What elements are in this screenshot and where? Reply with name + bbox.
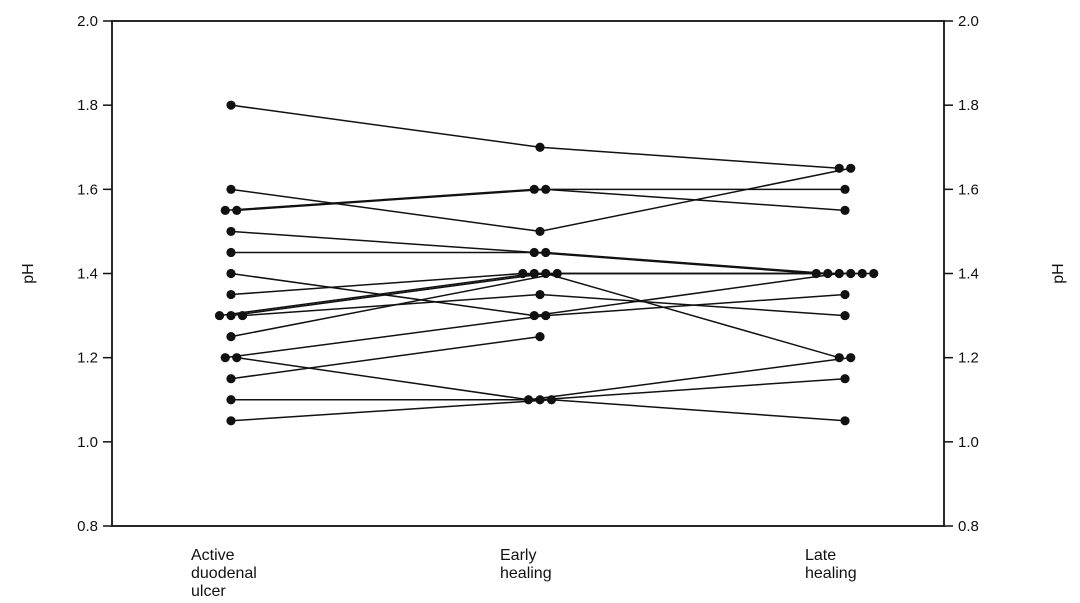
series-line-14	[236, 356, 851, 401]
category-label: Early healing	[500, 547, 552, 582]
series-line-1	[230, 104, 840, 170]
data-point-s13-c3	[840, 289, 850, 300]
left-tick-label: 2.0	[77, 13, 98, 30]
category-label-line: Active	[191, 547, 235, 564]
data-point-s12-c1	[226, 332, 236, 342]
data-point-s15-c1	[226, 374, 236, 384]
data-point-s17-c3	[840, 416, 850, 426]
data-point-s7-c1	[226, 268, 236, 279]
axes	[103, 20, 953, 527]
right-tick-label: 0.8	[958, 518, 979, 535]
data-point-s10-c1	[226, 310, 236, 321]
series-line-12	[230, 272, 874, 338]
left-tick-label: 1.8	[77, 97, 98, 114]
data-point-s1-c3	[834, 163, 844, 173]
data-point-s3-c2	[529, 184, 539, 194]
data-point-s2-c1	[226, 184, 236, 194]
data-point-s7-c3	[834, 268, 844, 279]
left-tick-label: 1.2	[77, 350, 98, 367]
data-point-s4-c3	[840, 205, 850, 215]
left-tick-label: 1.4	[77, 266, 98, 283]
series-line-15	[230, 335, 541, 380]
data-point-s2-c2	[535, 226, 545, 237]
series-lines	[219, 104, 874, 422]
series-line-6	[231, 251, 828, 275]
data-point-s4-c2	[541, 184, 551, 194]
data-point-s1-c1	[226, 100, 236, 110]
category-label-line: duodenal	[191, 565, 257, 582]
data-point-s5-c1	[226, 226, 236, 237]
data-point-s8-c2	[518, 268, 528, 279]
right-tick-label: 1.2	[958, 350, 979, 367]
y-axis-title-left: pH	[20, 263, 37, 283]
data-point-s3-c3	[840, 184, 850, 194]
data-point-s14-c3	[846, 353, 856, 363]
data-point-s4-c1	[232, 205, 242, 215]
data-point-s10-c3	[834, 353, 844, 363]
data-point-s1-c2	[535, 142, 545, 152]
right-tick-label: 1.4	[958, 266, 979, 283]
category-label-line: healing	[500, 565, 552, 582]
data-point-s13-c2	[541, 310, 551, 321]
category-label: Active duodenal ulcer	[191, 547, 257, 600]
data-point-s13-c1	[220, 353, 230, 363]
right-tick-label: 1.0	[958, 434, 979, 451]
data-point-s16-c1	[226, 395, 236, 405]
category-label-line: Late	[805, 547, 836, 564]
data-point-s10-c2	[541, 268, 551, 279]
data-point-s8-c1	[226, 289, 236, 300]
data-point-s7-c2	[529, 310, 539, 321]
data-point-s17-c2	[546, 395, 557, 405]
y-axis-title-right: pH	[1050, 263, 1067, 283]
right-tick-label: 1.8	[958, 97, 979, 114]
data-point-s5-c3	[811, 268, 821, 279]
data-point-s14-c2	[523, 395, 534, 405]
data-point-s16-c3	[840, 374, 850, 384]
labels: 0.8 0.8 1.0 1.0 1.2 1.2 1.4 1.4 1.6 1.6 1.8 1.8 2.0 2…	[20, 13, 1067, 600]
data-point-s9-c3	[857, 268, 867, 279]
left-tick-label: 1.0	[77, 434, 98, 451]
data-point-s11-c2	[535, 289, 545, 300]
category-label-line: Early	[500, 547, 536, 564]
category-label-line: healing	[805, 565, 857, 582]
right-tick-label: 1.6	[958, 181, 979, 198]
data-point-s6-c1	[226, 247, 236, 258]
data-point-s12-c3	[869, 268, 879, 279]
left-tick-label: 0.8	[77, 518, 98, 535]
data-point-s6-c2	[541, 247, 551, 258]
data-point-s9-c2	[529, 268, 539, 279]
data-point-s16-c2	[535, 395, 545, 405]
data-point-s17-c1	[226, 416, 236, 426]
right-tick-label: 2.0	[958, 13, 979, 30]
data-point-s14-c1	[232, 353, 242, 363]
series-line-4	[236, 188, 846, 212]
left-tick-label: 1.6	[77, 181, 98, 198]
data-point-s6-c3	[823, 268, 833, 279]
data-point-s8-c3	[846, 268, 856, 279]
series-line-2	[230, 167, 851, 233]
data-point-s2-c3	[846, 163, 856, 173]
data-points	[214, 100, 879, 426]
category-label-line: ulcer	[191, 583, 226, 600]
data-point-s3-c1	[220, 205, 230, 215]
data-point-s11-c3	[840, 310, 850, 321]
data-point-s11-c1	[237, 310, 248, 321]
category-label: Late healing	[805, 547, 857, 582]
data-point-s12-c2	[552, 268, 562, 279]
data-point-s9-c1	[214, 310, 225, 321]
data-point-s15-c2	[535, 332, 545, 342]
data-point-s5-c2	[529, 247, 539, 258]
